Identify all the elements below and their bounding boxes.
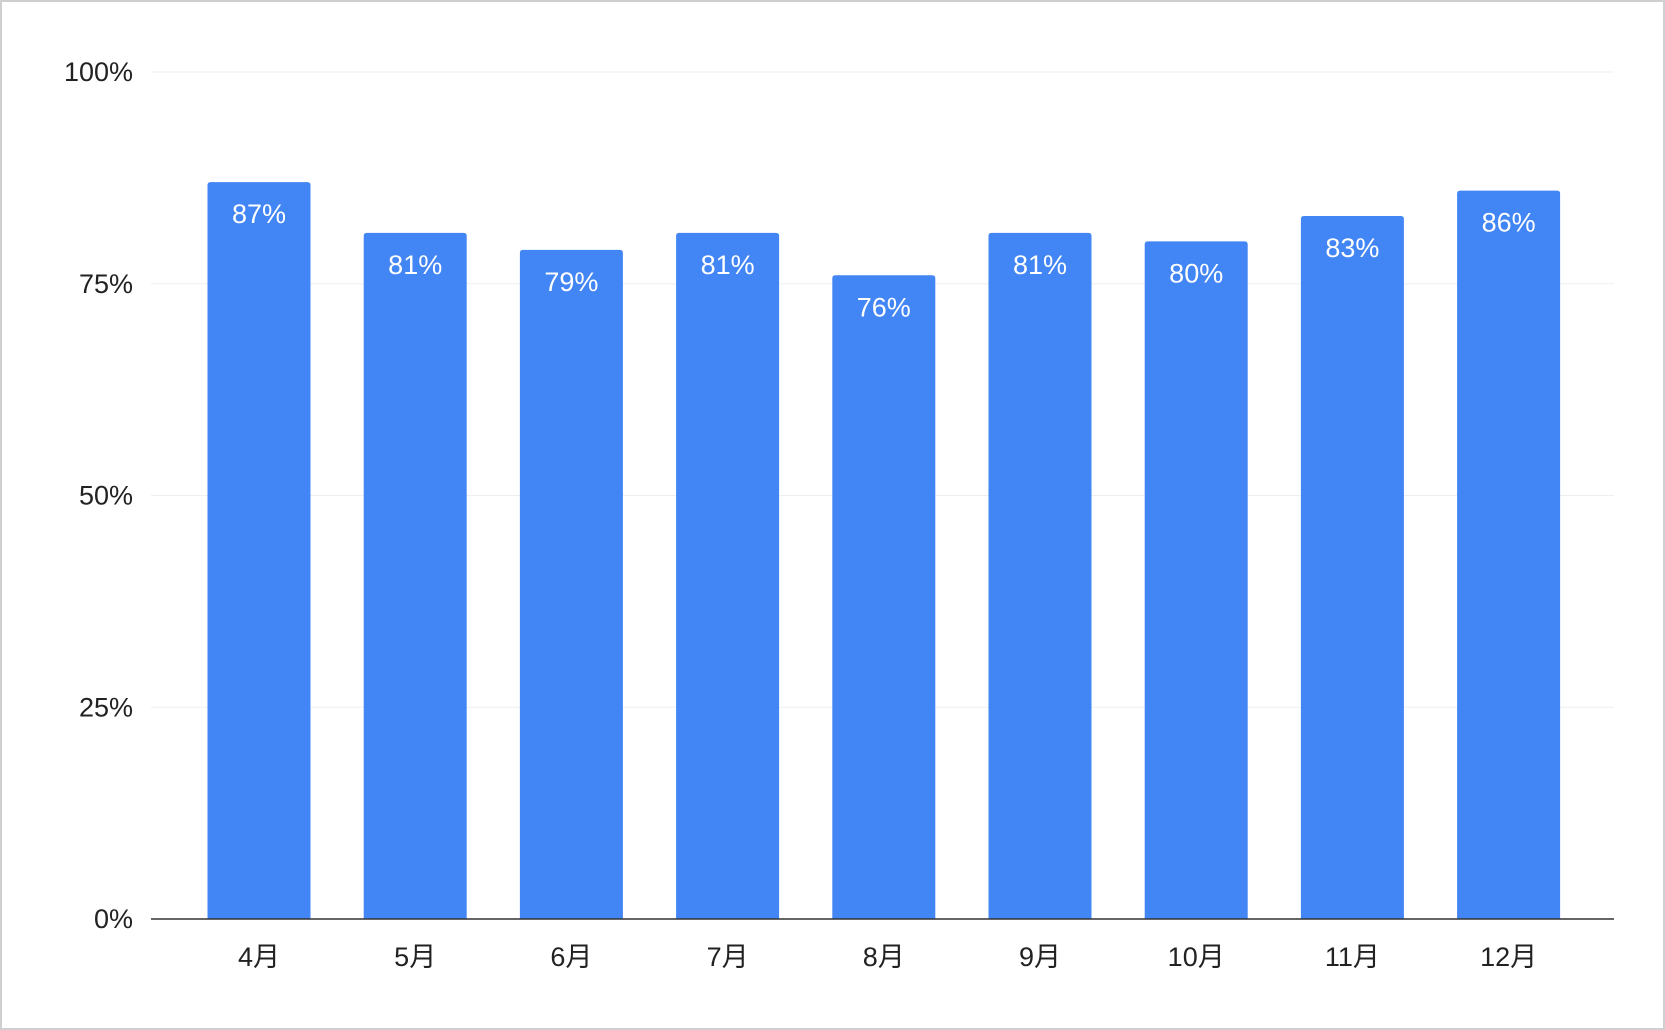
x-tick-label: 11月	[1325, 942, 1380, 972]
x-tick-label: 8月	[863, 942, 905, 972]
value-label: 81%	[388, 250, 442, 280]
bar	[1144, 241, 1248, 919]
x-tick-label: 4月	[238, 942, 280, 972]
y-tick-label: 75%	[79, 269, 133, 299]
bar	[363, 232, 467, 919]
y-tick-label: 25%	[79, 692, 133, 722]
value-label: 80%	[1169, 259, 1223, 289]
y-tick-label: 0%	[94, 904, 133, 934]
y-tick-label: 100%	[64, 57, 133, 87]
value-label: 79%	[544, 267, 598, 297]
value-label: 86%	[1482, 208, 1536, 238]
bar	[207, 182, 311, 920]
bar	[519, 249, 623, 919]
x-tick-label: 6月	[550, 942, 592, 972]
x-tick-label: 5月	[394, 942, 436, 972]
bar	[676, 232, 780, 919]
x-tick-label: 7月	[707, 942, 749, 972]
value-label: 76%	[857, 292, 911, 322]
bar	[1300, 215, 1404, 920]
bar	[988, 232, 1092, 919]
y-tick-label: 50%	[79, 481, 133, 511]
value-label: 87%	[232, 199, 286, 229]
value-label: 83%	[1325, 233, 1379, 263]
x-tick-label: 12月	[1480, 942, 1537, 972]
value-label: 81%	[1013, 250, 1067, 280]
x-tick-label: 9月	[1019, 942, 1061, 972]
x-tick-label: 10月	[1168, 942, 1225, 972]
bar	[1457, 190, 1561, 919]
value-label: 81%	[701, 250, 755, 280]
bar	[832, 275, 936, 919]
